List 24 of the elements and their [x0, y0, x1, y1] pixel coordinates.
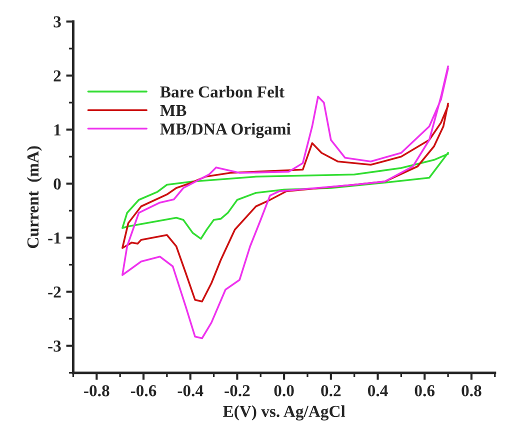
y-tick-label: 0	[54, 178, 61, 190]
line-series	[122, 66, 449, 340]
legend-label: Bare Carbon Felt	[160, 86, 284, 98]
line-series	[122, 102, 449, 302]
x-tick-label: 0.8	[462, 385, 482, 396]
legend-label: MB	[160, 105, 186, 116]
x-tick-label: -0.8	[84, 385, 110, 396]
y-tick-label: 2	[54, 70, 61, 82]
line-series	[122, 152, 449, 240]
x-tick-label: 0.2	[321, 385, 341, 396]
x-axis-title: E(V) vs. Ag/AgCl	[223, 405, 346, 421]
y-axis-title: Current (mA)	[26, 146, 42, 248]
x-tick-label: -0.4	[178, 385, 204, 396]
x-tick-label: -0.6	[130, 385, 156, 396]
y-tick-label: -3	[48, 340, 61, 352]
x-tick-label: 0.4	[368, 385, 388, 396]
y-tick-label: -1	[48, 232, 61, 244]
x-tick-label: 0.0	[274, 385, 294, 396]
x-tick-label: 0.6	[414, 385, 435, 396]
legend-label: MB/DNA Origami	[160, 122, 291, 138]
y-tick-label: 1	[54, 124, 61, 136]
x-tick-label: -0.2	[224, 385, 250, 396]
y-tick-label: 3	[54, 16, 61, 28]
y-tick-label: -2	[48, 286, 61, 298]
